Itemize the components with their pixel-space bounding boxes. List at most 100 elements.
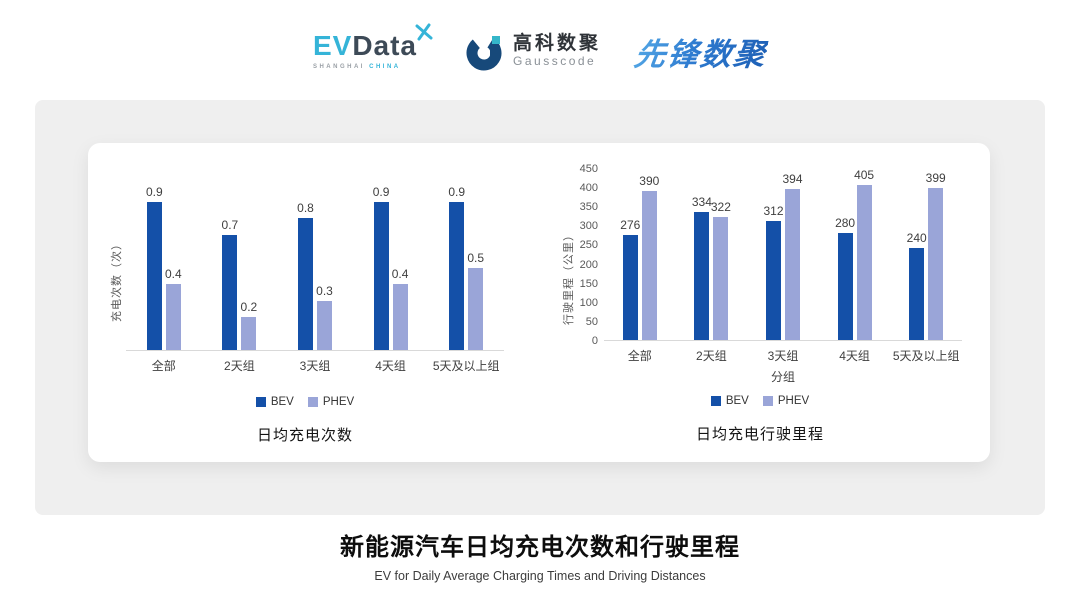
bar-value-label: 0.2: [240, 300, 258, 314]
y-tick-label: 50: [585, 315, 598, 328]
bar-value-label: 0.3: [316, 283, 333, 298]
x-axis-title: 分组: [770, 370, 795, 384]
legend-swatch-icon: [255, 397, 266, 407]
chart-legend: BEV PHEV: [106, 396, 504, 408]
category-label: 5天及以上组: [432, 359, 500, 373]
evdata-wordmark: EVData: [313, 23, 433, 60]
bar-value-label: 0.7: [221, 217, 239, 232]
bar-group: 0.9 0.4: [353, 185, 429, 350]
charts-card: 充电次数（次） 0.9 0.4 0.7 0.2 0.8 0.3 0.9 0.4 0.9 0.5 全…: [88, 143, 990, 462]
chart-title: 日均充电行驶里程: [695, 426, 824, 443]
gausscode-text: 高科数聚 Gausscode: [513, 33, 601, 69]
plot-area: 276 390 334 322 312 394 280 405 240 399: [604, 168, 962, 341]
bar-wrap: 0.7: [222, 218, 238, 350]
legend-label: BEV: [270, 396, 294, 408]
bar-value-label: 0.9: [372, 184, 390, 199]
gausscode-g-icon: [466, 35, 502, 71]
plot-area: 0.9 0.4 0.7 0.2 0.8 0.3 0.9 0.4 0.9 0.5: [126, 185, 504, 351]
chart-charging-times: 充电次数（次） 0.9 0.4 0.7 0.2 0.8 0.3 0.9 0.4 0.9 0.5 全…: [106, 185, 504, 462]
legend-item-phev: PHEV: [762, 395, 810, 407]
y-axis-label: 行驶里程（公里）: [563, 229, 575, 325]
bar-group: 0.9 0.4: [126, 185, 202, 350]
main-subtitle: EV for Daily Average Charging Times and …: [374, 569, 706, 583]
bar-wrap: 390: [639, 174, 659, 340]
bar-bev: [297, 218, 313, 350]
evdata-logo: EVData SHANGHAI CHINA: [313, 23, 433, 70]
gausscode-logo: 高科数聚 Gausscode: [465, 31, 601, 71]
bar-wrap: 0.2: [241, 300, 257, 350]
legend-label: PHEV: [777, 395, 810, 407]
y-tick-label: 100: [579, 296, 598, 309]
footer: 新能源汽车日均充电次数和行驶里程 EV for Daily Average Ch…: [0, 527, 1080, 583]
bar-bev: [146, 201, 162, 350]
bar-group: 240 399: [890, 169, 962, 340]
bar-value-label: 0.5: [467, 250, 485, 265]
y-tick-label: 250: [579, 239, 598, 252]
bar-value-label: 334: [691, 195, 712, 210]
x-axis-categories: 全部 2天组 3天组 4天组 5天及以上组: [604, 341, 962, 364]
bar-bev: [373, 201, 389, 350]
bar-phev: [241, 317, 257, 350]
bar-phev: [713, 216, 729, 340]
bar-phev: [928, 187, 944, 340]
legend-item-bev: BEV: [710, 395, 749, 407]
bar-phev: [468, 267, 484, 350]
pioneer-logo: 先锋数聚: [632, 29, 770, 74]
bar-group: 0.7 0.2: [202, 186, 278, 350]
sparkle-x-icon: [415, 23, 433, 41]
bar-bev: [837, 232, 853, 340]
bar-phev: [165, 284, 181, 350]
category-label: 3天组: [299, 359, 331, 373]
bar-phev: [641, 190, 657, 340]
category-label: 4天组: [375, 359, 406, 373]
y-axis-ticks: 0 50 100 150 200 250 300 350 400 450: [578, 163, 604, 347]
legend-swatch-icon: [307, 397, 318, 407]
y-tick-label: 150: [579, 277, 598, 290]
gausscode-en-text: Gausscode: [513, 54, 597, 69]
bar-wrap: 276: [620, 218, 640, 340]
y-tick-label: 350: [579, 201, 598, 214]
bar-group: 334 322: [676, 169, 748, 340]
legend-item-bev: BEV: [255, 396, 294, 408]
y-tick-label: 400: [579, 182, 598, 195]
bar-bev: [765, 220, 781, 340]
gausscode-cn-text: 高科数聚: [513, 33, 602, 55]
bar-value-label: 0.4: [391, 267, 409, 281]
bar-bev: [449, 201, 465, 350]
evdata-shanghai-text: SHANGHAI: [312, 64, 365, 70]
y-tick-label: 450: [579, 163, 598, 175]
bar-wrap: 0.4: [165, 267, 182, 350]
bar-wrap: 0.9: [146, 185, 163, 350]
bar-value-label: 240: [906, 231, 927, 246]
category-label: 全部: [627, 349, 652, 363]
bar-value-label: 312: [763, 203, 784, 218]
evdata-subtext: SHANGHAI CHINA: [313, 64, 417, 70]
bar-value-label: 405: [854, 168, 875, 183]
y-axis-label: 充电次数（次）: [111, 238, 123, 322]
legend-item-phev: PHEV: [307, 396, 355, 408]
bar-phev: [856, 185, 872, 340]
chart-title: 日均充电次数: [256, 427, 353, 444]
legend-label: PHEV: [322, 396, 355, 408]
legend-label: BEV: [725, 395, 749, 407]
bar-group: 276 390: [604, 169, 676, 340]
bar-wrap: 312: [763, 204, 784, 340]
bar-phev: [784, 189, 800, 340]
main-title: 新能源汽车日均充电次数和行驶里程: [340, 534, 740, 561]
bar-value-label: 280: [835, 215, 856, 230]
x-axis-categories: 全部 2天组 3天组 4天组 5天及以上组: [126, 351, 504, 374]
bar-bev: [694, 212, 710, 340]
bar-wrap: 0.9: [373, 185, 389, 350]
category-label: 4天组: [839, 349, 870, 363]
y-tick-label: 200: [579, 258, 598, 271]
bar-wrap: 280: [835, 216, 855, 340]
category-label: 2天组: [696, 349, 727, 363]
evdata-china-text: CHINA: [369, 64, 401, 70]
bar-wrap: 394: [782, 172, 803, 340]
bar-group: 0.8 0.3: [277, 186, 353, 350]
legend-swatch-icon: [762, 396, 773, 406]
bar-group: 312 394: [747, 169, 819, 340]
bar-wrap: 322: [711, 200, 731, 340]
bar-value-label: 0.9: [145, 184, 163, 199]
chart-driving-distance: 行驶里程（公里） 0 50 100 150 200 250 300 350 400 450 276…: [558, 163, 962, 462]
